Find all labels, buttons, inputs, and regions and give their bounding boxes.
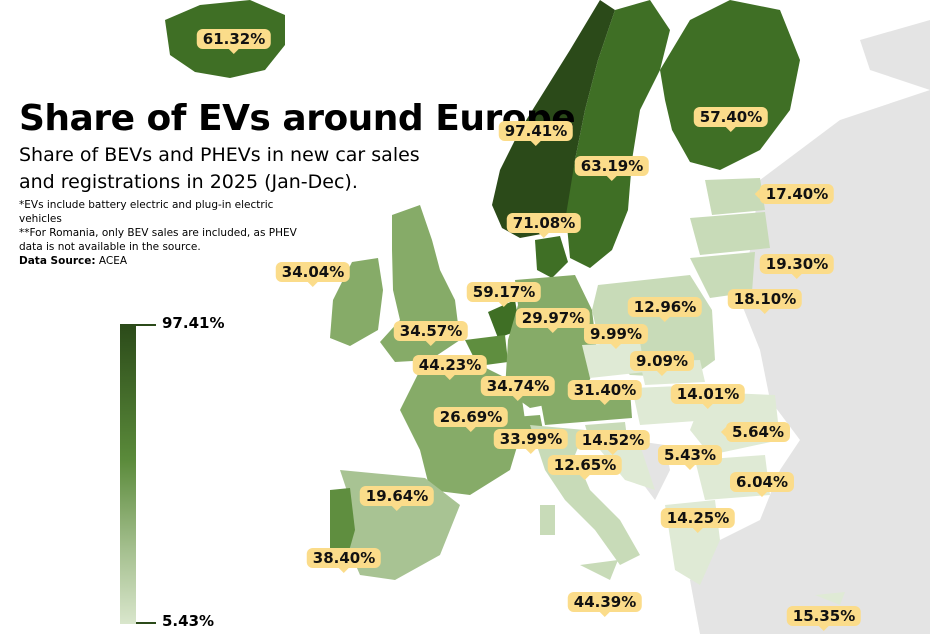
label-finland: 57.40% [693, 107, 769, 132]
legend-color-bar [120, 324, 136, 624]
label-belgium: 44.23% [412, 355, 488, 380]
label-portugal: 38.40% [306, 548, 382, 573]
page-title: Share of EVs around Europe [19, 98, 576, 139]
legend-max-label: 97.41% [162, 314, 225, 332]
label-hungary: 14.01% [670, 384, 746, 409]
country-sweden [566, 0, 670, 268]
island-sardinia [540, 505, 555, 535]
label-denmark: 71.08% [506, 213, 582, 238]
label-norway: 97.41% [498, 121, 574, 146]
legend-tick-min [136, 622, 156, 624]
country-lithuania [690, 252, 755, 298]
label-italy: 12.65% [547, 455, 623, 480]
country-estonia [705, 178, 765, 215]
label-netherlands: 59.17% [466, 282, 542, 307]
label-ireland: 34.04% [275, 262, 351, 287]
label-malta: 44.39% [567, 592, 643, 617]
island-sicily [580, 560, 618, 580]
legend-min-label: 5.43% [162, 612, 215, 630]
label-luxembourg: 34.74% [480, 376, 556, 401]
label-slovakia: 9.09% [629, 351, 695, 376]
country-cyprus [815, 592, 845, 605]
country-latvia [690, 212, 770, 255]
data-source-label: Data Source: [19, 255, 96, 267]
country-portugal [330, 488, 355, 565]
label-poland: 12.96% [627, 297, 703, 322]
label-croatia: 5.43% [657, 445, 723, 470]
label-cyprus: 15.35% [786, 606, 862, 631]
note-romania: **For Romania, only BEV sales are includ… [19, 227, 297, 253]
country-denmark [535, 236, 568, 278]
label-lithuania: 18.10% [727, 289, 803, 314]
country-czechia [582, 342, 645, 378]
label-uk: 34.57% [393, 321, 469, 346]
label-czechia: 9.99% [583, 324, 649, 349]
country-norway [492, 0, 615, 238]
label-germany: 29.97% [515, 308, 591, 333]
label-latvia: 19.30% [759, 254, 835, 279]
data-source: Data Source: ACEA [19, 255, 127, 267]
label-switzerland: 33.99% [493, 429, 569, 454]
country-finland [660, 0, 800, 170]
label-estonia: 17.40% [754, 184, 835, 204]
page-subtitle: Share of BEVs and PHEVs in new car sales… [19, 144, 420, 193]
label-france: 26.69% [433, 407, 509, 432]
label-slovenia: 14.52% [575, 430, 651, 455]
label-iceland: 61.32% [196, 29, 272, 54]
label-austria: 31.40% [567, 380, 643, 405]
label-romania: 5.64% [720, 422, 791, 442]
label-spain: 19.64% [359, 486, 435, 511]
note-ev-definition: *EVs include battery electric and plug-i… [19, 199, 274, 225]
non-data-land-norway-north [860, 20, 930, 90]
non-data-land-east [690, 90, 930, 634]
non-data-land-turkey [730, 520, 930, 634]
legend-tick-max [136, 324, 156, 326]
label-sweden: 63.19% [574, 156, 650, 181]
label-greece: 14.25% [660, 508, 736, 533]
footnotes: *EVs include battery electric and plug-i… [19, 198, 319, 254]
label-bulgaria: 6.04% [729, 472, 795, 497]
data-source-value: ACEA [98, 255, 128, 267]
